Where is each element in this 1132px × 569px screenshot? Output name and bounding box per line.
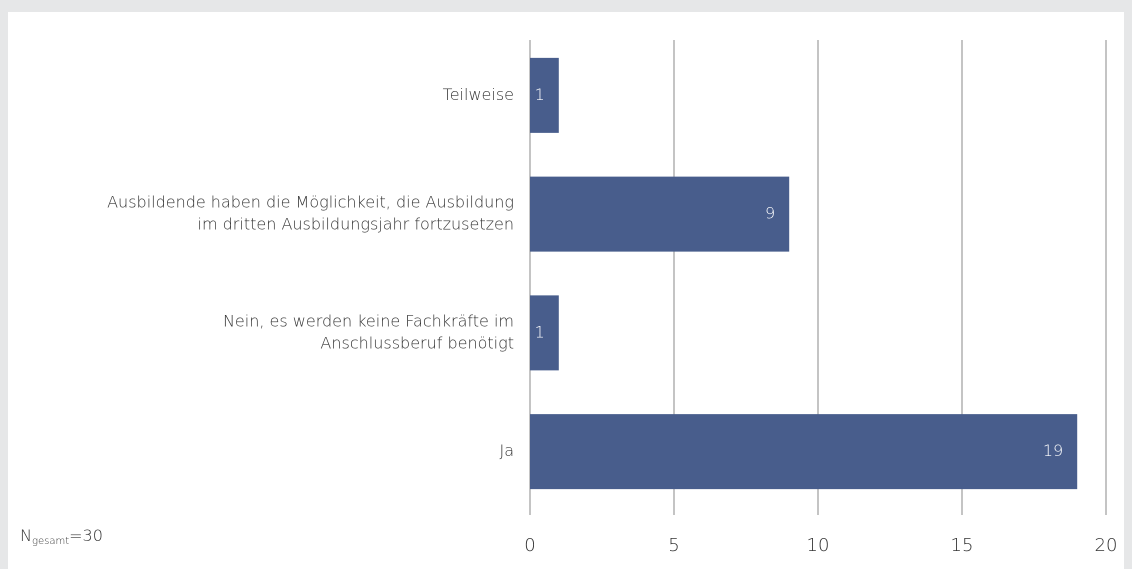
data-label: 1 <box>535 322 545 341</box>
bar <box>530 176 790 252</box>
y-tick-label: Anschlussberuf benötigt <box>320 333 514 352</box>
data-label: 9 <box>765 204 775 223</box>
x-tick-label: 10 <box>807 535 830 556</box>
annotation-text: =30 <box>69 526 103 545</box>
annotation: Ngesamt=30 <box>20 526 103 548</box>
x-tick-label: 5 <box>668 535 679 556</box>
annotation-subscript: gesamt <box>32 536 69 547</box>
y-tick-label: Teilweise <box>443 85 514 104</box>
x-tick-label: 0 <box>524 535 535 556</box>
x-tick-label: 20 <box>1095 535 1118 556</box>
data-label: 19 <box>1043 441 1063 460</box>
data-label: 1 <box>535 85 545 104</box>
bar <box>530 414 1078 490</box>
y-tick-label: Nein, es werden keine Fachkräfte im <box>223 311 514 330</box>
y-tick-label: Ausbildende haben die Möglichkeit, die A… <box>107 193 514 212</box>
annotation-base: N <box>20 526 32 545</box>
y-tick-label: im dritten Ausbildungsjahr fortzusetzen <box>198 215 514 234</box>
x-tick-label: 15 <box>951 535 974 556</box>
bar <box>530 57 559 133</box>
bar <box>530 295 559 371</box>
y-tick-label: Ja <box>499 441 514 460</box>
